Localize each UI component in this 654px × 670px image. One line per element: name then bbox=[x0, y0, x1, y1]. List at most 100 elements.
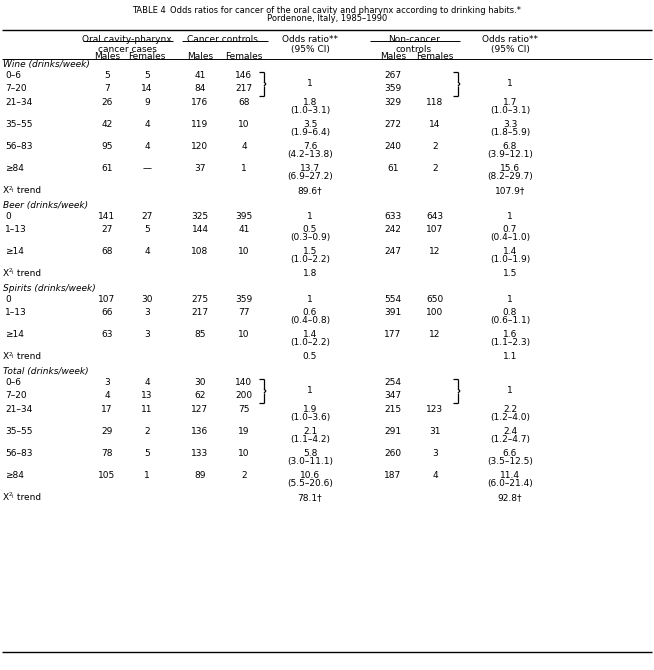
Text: Cancer controls: Cancer controls bbox=[186, 35, 258, 44]
Text: 107.9†: 107.9† bbox=[495, 186, 525, 195]
Text: 200: 200 bbox=[235, 391, 252, 400]
Text: (1.0–3.1): (1.0–3.1) bbox=[290, 106, 330, 115]
Text: ≥14: ≥14 bbox=[5, 247, 24, 256]
Text: 78: 78 bbox=[101, 449, 112, 458]
Text: 1.5: 1.5 bbox=[303, 247, 317, 256]
Text: —: — bbox=[143, 164, 152, 173]
Text: 66: 66 bbox=[101, 308, 112, 317]
Text: 26: 26 bbox=[101, 98, 112, 107]
Text: ≥84: ≥84 bbox=[5, 471, 24, 480]
Text: 35–55: 35–55 bbox=[5, 120, 33, 129]
Text: 4: 4 bbox=[144, 378, 150, 387]
Text: 391: 391 bbox=[385, 308, 402, 317]
Text: X: X bbox=[3, 493, 9, 502]
Text: 275: 275 bbox=[192, 295, 209, 304]
Text: trend: trend bbox=[14, 352, 42, 361]
Text: 35–55: 35–55 bbox=[5, 427, 33, 436]
Text: Spirits (drinks/week): Spirits (drinks/week) bbox=[3, 284, 95, 293]
Text: 119: 119 bbox=[192, 120, 209, 129]
Text: 31: 31 bbox=[429, 427, 441, 436]
Text: (8.2–29.7): (8.2–29.7) bbox=[487, 172, 533, 181]
Text: (3.0–11.1): (3.0–11.1) bbox=[287, 457, 333, 466]
Text: 3: 3 bbox=[144, 308, 150, 317]
Text: 1–13: 1–13 bbox=[5, 225, 27, 234]
Text: 7–20: 7–20 bbox=[5, 391, 27, 400]
Text: 11: 11 bbox=[141, 405, 153, 414]
Text: 240: 240 bbox=[385, 142, 402, 151]
Text: 1: 1 bbox=[507, 386, 513, 395]
Text: 12: 12 bbox=[429, 247, 441, 256]
Text: trend: trend bbox=[14, 269, 42, 278]
Text: 7.6: 7.6 bbox=[303, 142, 317, 151]
Text: X: X bbox=[3, 269, 9, 278]
Text: (0.6–1.1): (0.6–1.1) bbox=[490, 316, 530, 325]
Text: 11.4: 11.4 bbox=[500, 471, 520, 480]
Text: 1.4: 1.4 bbox=[503, 247, 517, 256]
Text: 650: 650 bbox=[426, 295, 443, 304]
Text: 329: 329 bbox=[385, 98, 402, 107]
Text: 9: 9 bbox=[144, 98, 150, 107]
Text: 10: 10 bbox=[238, 449, 250, 458]
Text: 13: 13 bbox=[141, 391, 153, 400]
Text: 643: 643 bbox=[426, 212, 443, 221]
Text: 17: 17 bbox=[101, 405, 112, 414]
Text: 2: 2 bbox=[432, 164, 438, 173]
Text: 0–6: 0–6 bbox=[5, 378, 21, 387]
Text: 13.7: 13.7 bbox=[300, 164, 320, 173]
Text: 215: 215 bbox=[385, 405, 402, 414]
Text: Males: Males bbox=[380, 52, 406, 61]
Text: 4: 4 bbox=[144, 247, 150, 256]
Text: 217: 217 bbox=[192, 308, 209, 317]
Text: (1.0–1.9): (1.0–1.9) bbox=[490, 255, 530, 264]
Text: 21–34: 21–34 bbox=[5, 405, 32, 414]
Text: 554: 554 bbox=[385, 295, 402, 304]
Text: X: X bbox=[3, 352, 9, 361]
Text: 267: 267 bbox=[385, 71, 402, 80]
Text: 633: 633 bbox=[385, 212, 402, 221]
Text: 21–34: 21–34 bbox=[5, 98, 32, 107]
Text: (1.2–4.0): (1.2–4.0) bbox=[490, 413, 530, 422]
Text: 5: 5 bbox=[104, 71, 110, 80]
Text: 1.5: 1.5 bbox=[503, 269, 517, 278]
Text: 2: 2 bbox=[432, 142, 438, 151]
Text: 4: 4 bbox=[144, 120, 150, 129]
Text: (6.9–27.2): (6.9–27.2) bbox=[287, 172, 333, 181]
Text: 37: 37 bbox=[194, 164, 206, 173]
Text: 1.4: 1.4 bbox=[303, 330, 317, 339]
Text: 1–13: 1–13 bbox=[5, 308, 27, 317]
Text: 108: 108 bbox=[192, 247, 209, 256]
Text: Females: Females bbox=[417, 52, 454, 61]
Text: 84: 84 bbox=[194, 84, 206, 93]
Text: 0.5: 0.5 bbox=[303, 225, 317, 234]
Text: 2: 2 bbox=[9, 186, 12, 190]
Text: 0.7: 0.7 bbox=[503, 225, 517, 234]
Text: 1: 1 bbox=[241, 164, 247, 173]
Text: 68: 68 bbox=[101, 247, 112, 256]
Text: 4: 4 bbox=[144, 142, 150, 151]
Text: 0–6: 0–6 bbox=[5, 71, 21, 80]
Text: 1.1: 1.1 bbox=[503, 352, 517, 361]
Text: trend: trend bbox=[14, 493, 42, 502]
Text: (1.1–4.2): (1.1–4.2) bbox=[290, 435, 330, 444]
Text: 7–20: 7–20 bbox=[5, 84, 27, 93]
Text: 2.4: 2.4 bbox=[503, 427, 517, 436]
Text: 146: 146 bbox=[235, 71, 252, 80]
Text: 1: 1 bbox=[144, 471, 150, 480]
Text: i: i bbox=[12, 494, 13, 500]
Text: 10.6: 10.6 bbox=[300, 471, 320, 480]
Text: 1.7: 1.7 bbox=[503, 98, 517, 107]
Text: Males: Males bbox=[187, 52, 213, 61]
Text: 247: 247 bbox=[385, 247, 402, 256]
Text: (1.0–3.6): (1.0–3.6) bbox=[290, 413, 330, 422]
Text: 14: 14 bbox=[141, 84, 152, 93]
Text: (1.9–6.4): (1.9–6.4) bbox=[290, 128, 330, 137]
Text: 5: 5 bbox=[144, 449, 150, 458]
Text: 1: 1 bbox=[307, 386, 313, 395]
Text: 2: 2 bbox=[144, 427, 150, 436]
Text: (1.0–3.1): (1.0–3.1) bbox=[490, 106, 530, 115]
Text: 62: 62 bbox=[194, 391, 206, 400]
Text: 68: 68 bbox=[238, 98, 250, 107]
Text: i: i bbox=[12, 188, 13, 192]
Text: 4: 4 bbox=[241, 142, 247, 151]
Text: 2: 2 bbox=[9, 492, 12, 498]
